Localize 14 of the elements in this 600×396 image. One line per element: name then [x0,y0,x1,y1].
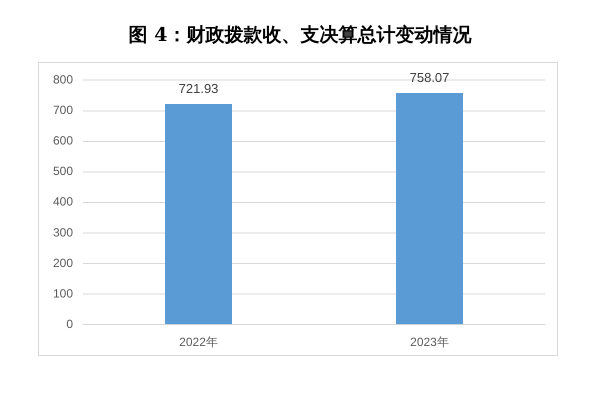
y-tick-label: 700 [52,103,74,118]
chart-title: 图 4：财政拨款收、支决算总计变动情况 [128,23,472,48]
y-tick-label: 500 [52,164,74,178]
y-tick-label: 200 [52,256,74,270]
data-label: 758.07 [410,70,450,86]
y-tick-label: 300 [52,225,74,240]
y-tick-label: 600 [52,134,74,148]
y-tick-label: 400 [52,194,74,209]
x-tick-label: 2023年 [410,335,449,350]
data-label: 721.93 [178,81,218,96]
x-tick-label: 2022年 [179,335,218,350]
y-tick-label: 800 [52,72,74,87]
y-tick-label: 100 [52,286,74,300]
y-tick-label: 0 [66,316,74,331]
